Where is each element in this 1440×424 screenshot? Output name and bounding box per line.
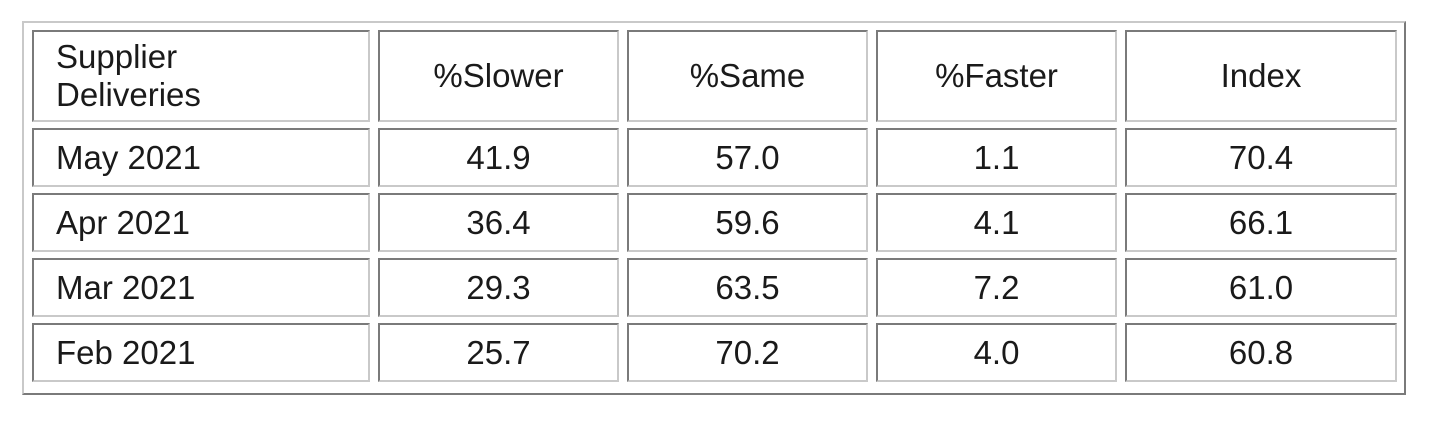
row-slower: 29.3 bbox=[378, 258, 619, 317]
row-same: 70.2 bbox=[627, 323, 868, 382]
row-index: 70.4 bbox=[1125, 128, 1397, 187]
row-month: May 2021 bbox=[32, 128, 370, 187]
row-slower: 36.4 bbox=[378, 193, 619, 252]
supplier-deliveries-table: Supplier Deliveries %Slower %Same %Faste… bbox=[24, 24, 1405, 388]
table-header-row: Supplier Deliveries %Slower %Same %Faste… bbox=[32, 30, 1397, 122]
table-row: Feb 2021 25.7 70.2 4.0 60.8 bbox=[32, 323, 1397, 382]
header-slower: %Slower bbox=[378, 30, 619, 122]
row-faster: 1.1 bbox=[876, 128, 1117, 187]
row-same: 57.0 bbox=[627, 128, 868, 187]
header-index: Index bbox=[1125, 30, 1397, 122]
row-faster: 4.1 bbox=[876, 193, 1117, 252]
row-faster: 7.2 bbox=[876, 258, 1117, 317]
table-row: Mar 2021 29.3 63.5 7.2 61.0 bbox=[32, 258, 1397, 317]
row-month: Apr 2021 bbox=[32, 193, 370, 252]
row-month: Feb 2021 bbox=[32, 323, 370, 382]
row-slower: 25.7 bbox=[378, 323, 619, 382]
row-faster: 4.0 bbox=[876, 323, 1117, 382]
row-index: 60.8 bbox=[1125, 323, 1397, 382]
supplier-deliveries-table-frame: Supplier Deliveries %Slower %Same %Faste… bbox=[22, 21, 1406, 395]
row-slower: 41.9 bbox=[378, 128, 619, 187]
header-label-line-2: Deliveries bbox=[56, 76, 201, 113]
row-same: 63.5 bbox=[627, 258, 868, 317]
row-index: 61.0 bbox=[1125, 258, 1397, 317]
header-label-cell: Supplier Deliveries bbox=[32, 30, 370, 122]
table-row: May 2021 41.9 57.0 1.1 70.4 bbox=[32, 128, 1397, 187]
header-same: %Same bbox=[627, 30, 868, 122]
row-month: Mar 2021 bbox=[32, 258, 370, 317]
header-faster: %Faster bbox=[876, 30, 1117, 122]
table-row: Apr 2021 36.4 59.6 4.1 66.1 bbox=[32, 193, 1397, 252]
row-same: 59.6 bbox=[627, 193, 868, 252]
header-label-line-1: Supplier bbox=[56, 38, 178, 75]
row-index: 66.1 bbox=[1125, 193, 1397, 252]
